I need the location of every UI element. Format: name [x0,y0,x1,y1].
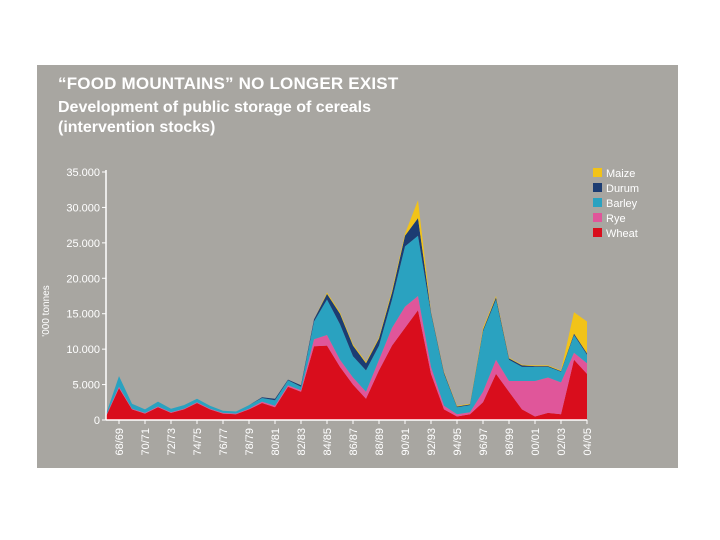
x-tick-label: 80/81 [270,428,282,456]
x-tick-label: 94/95 [452,428,464,456]
y-tick-label: 5.000 [72,380,100,392]
chart-subtitle-line2: (intervention stocks) [58,119,216,136]
x-tick-label: 96/97 [478,428,490,456]
x-tick-label: 84/85 [322,428,334,456]
axes-group: 0 5.000 10.000 15.000 20.000 25.000 30.000 35.0… [41,167,594,456]
legend-swatch-rye [593,213,602,222]
x-tick-label: 68/69 [114,428,126,456]
chart-headline: “FOOD MOUNTAINS” NO LONGER EXIST [58,74,399,93]
chart-panel: “FOOD MOUNTAINS” NO LONGER EXIST Develop… [37,65,678,468]
y-tick-label: 20.000 [66,273,100,285]
x-tick-label: 98/99 [504,428,516,456]
y-tick-label: 25.000 [66,238,100,250]
x-tick-label: 82/83 [296,428,308,456]
x-tick-label: 88/89 [374,428,386,456]
legend-label-rye: Rye [606,213,626,225]
x-tick-label: 02/03 [556,428,568,456]
x-tick-label: 92/93 [426,428,438,456]
y-axis-label: '000 tonnes [41,285,52,336]
y-tick-label: 35.000 [66,167,100,179]
x-tick-label: 90/91 [400,428,412,456]
legend-label-maize: Maize [606,168,635,180]
x-tick-label: 86/87 [348,428,360,456]
legend-swatch-wheat [593,228,602,237]
x-tick-label: 04/05 [582,428,594,456]
y-tick-label: 15.000 [66,309,100,321]
x-tick-label: 70/71 [140,428,152,456]
area-series-group [106,200,587,420]
legend: Maize Durum Barley Rye Wheat [593,168,639,240]
stacked-area-chart: 0 5.000 10.000 15.000 20.000 25.000 30.000 35.0… [41,167,639,456]
x-tick-label: 76/77 [218,428,230,456]
area-series-rye [106,296,587,417]
y-tick-label: 0 [94,415,100,427]
legend-swatch-barley [593,198,602,207]
y-tick-label: 30.000 [66,202,100,214]
legend-label-durum: Durum [606,183,639,195]
x-tick-label: 74/75 [192,428,204,456]
chart-subtitle-line1: Development of public storage of cereals [58,99,371,116]
x-tick-label: 72/73 [166,428,178,456]
legend-label-barley: Barley [606,198,638,210]
legend-swatch-maize [593,168,602,177]
legend-label-wheat: Wheat [606,228,638,240]
area-series-wheat [106,310,587,420]
x-tick-label: 78/79 [244,428,256,456]
y-tick-label: 10.000 [66,344,100,356]
legend-swatch-durum [593,183,602,192]
x-tick-label: 00/01 [530,428,542,456]
area-series-barley [106,235,587,416]
